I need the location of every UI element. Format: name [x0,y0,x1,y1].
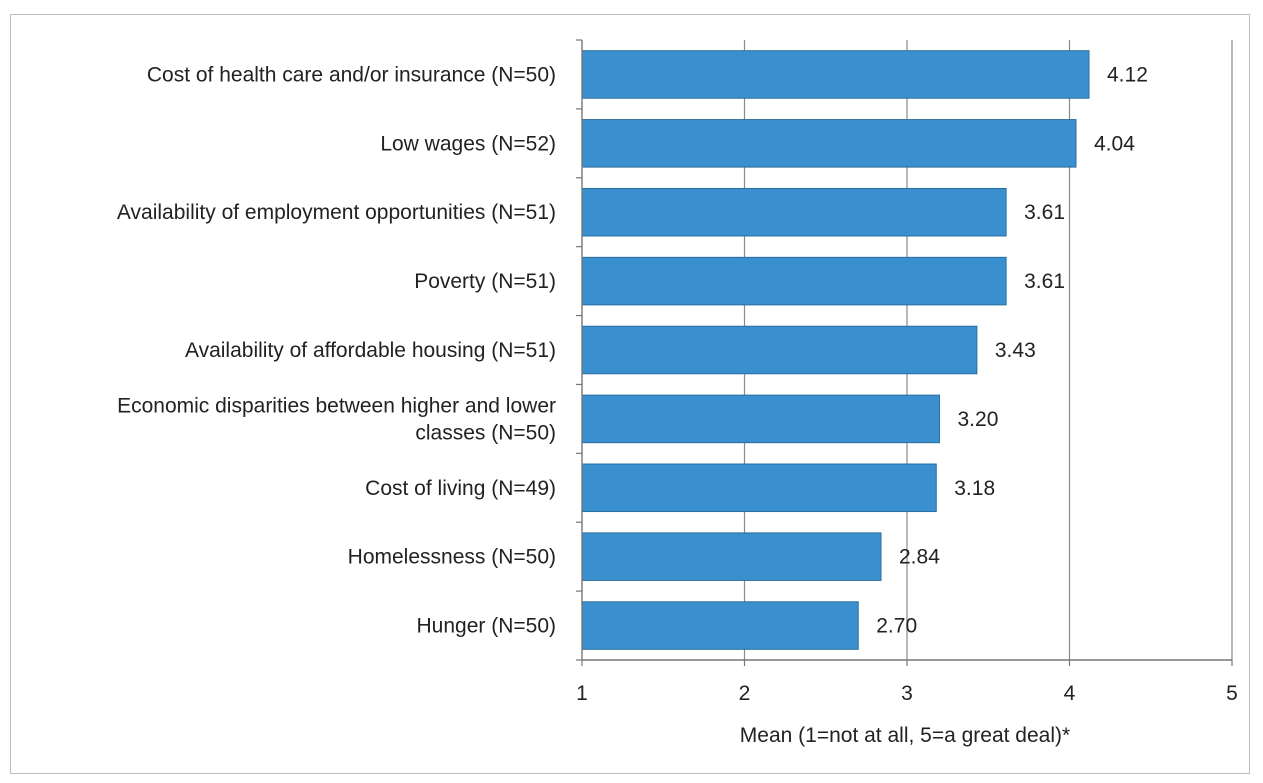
x-tick-label: 4 [1064,682,1076,705]
category-label: Economic disparities between higher and … [117,394,556,417]
bar [581,532,882,581]
bar [581,463,937,513]
x-tick-label: 5 [1226,682,1238,705]
bar [581,601,859,650]
x-axis-title: Mean (1=not at all, 5=a great deal)* [740,724,1070,747]
bar [581,256,1007,306]
category-label: Availability of affordable housing (N=51… [185,339,556,362]
bar [581,119,1077,168]
bar [581,187,1007,237]
category-label: Homelessness (N=50) [348,546,556,569]
category-label: Low wages (N=52) [380,132,556,155]
data-label: 3.61 [1024,201,1065,224]
bar [581,325,978,375]
category-label: Availability of employment opportunities… [117,201,556,224]
data-label: 2.84 [899,546,940,569]
x-tick-label: 2 [739,682,751,705]
category-label: Poverty (N=51) [414,270,556,293]
data-label: 3.43 [995,339,1036,362]
category-label: classes (N=50) [415,421,556,444]
x-tick-label: 3 [901,682,913,705]
data-label: 2.70 [876,615,917,638]
data-label: 4.12 [1107,63,1148,86]
x-tick-label: 1 [576,682,588,705]
data-label: 4.04 [1094,132,1135,155]
data-label: 3.20 [958,408,999,431]
category-labels: Cost of health care and/or insurance (N=… [117,63,556,637]
category-label: Cost of health care and/or insurance (N=… [147,63,556,86]
tick-labels: 1 2 3 4 5 [576,682,1238,705]
bars [581,50,1090,650]
data-label: 3.18 [954,477,995,500]
category-label: Cost of living (N=49) [365,477,556,500]
data-label: 3.61 [1024,270,1065,293]
value-labels: 4.12 4.04 3.61 3.61 3.43 3.20 3.18 2.84 2.70 [876,63,1148,637]
bar [581,394,940,444]
axes [576,39,1233,666]
bar [581,50,1090,99]
category-label: Hunger (N=50) [417,615,556,638]
